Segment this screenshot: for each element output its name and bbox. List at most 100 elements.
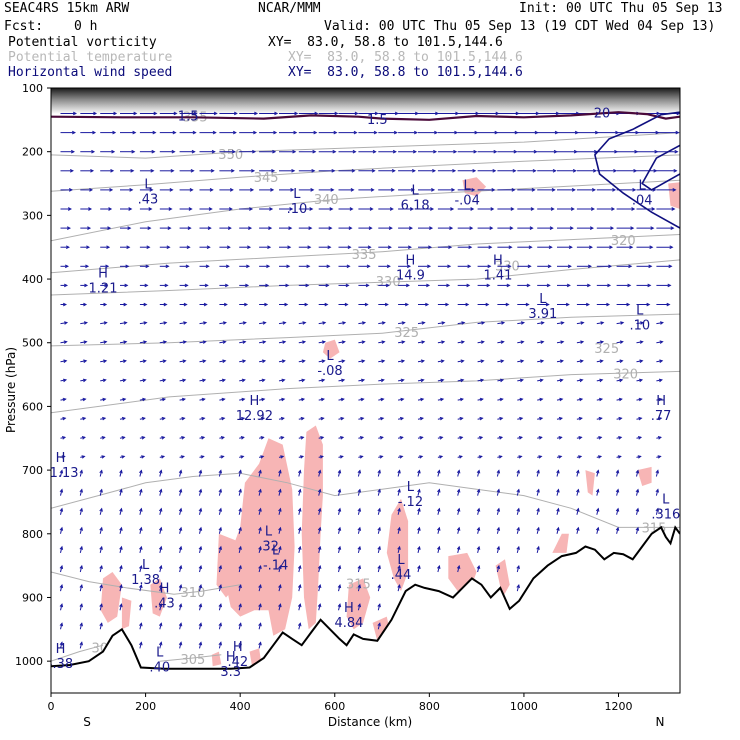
field-pv-xy: XY= 83.0, 58.8 to 101.5,144.6	[268, 35, 503, 50]
theta-contour-line	[51, 259, 680, 296]
wind-vector-head	[570, 207, 575, 211]
wind-vector-head	[133, 111, 138, 116]
wind-vector-head	[139, 603, 143, 608]
wind-vector-head	[69, 168, 74, 173]
high-low-markers: L.43 L.10L6.18L-.04L.04H1.21H14.9H1.41L3.…	[51, 177, 680, 680]
wind-vector-head	[317, 603, 322, 608]
wind-vector-head	[419, 455, 424, 459]
wind-vector-head	[648, 264, 653, 269]
wind-vector-head	[618, 397, 623, 402]
wind-vector-head	[300, 436, 305, 440]
wind-vector-head	[573, 149, 578, 154]
wind-vector-head	[553, 149, 558, 154]
wind-vector-head	[314, 111, 319, 116]
wind-vector-head	[456, 488, 461, 493]
y-tick-label: 600	[22, 400, 43, 413]
wind-vector-head	[421, 321, 426, 325]
wind-vector-head	[397, 584, 401, 589]
wind-vector-head	[307, 245, 312, 250]
wind-vector-head	[392, 149, 397, 154]
wind-vector-head	[271, 168, 276, 173]
wind-vector-head	[202, 378, 207, 383]
wind-vector-head	[186, 245, 191, 250]
wind-vector-head	[308, 226, 313, 230]
wind-vector-head	[540, 321, 545, 325]
wind-vector-head	[81, 436, 86, 440]
wind-vector-head	[278, 507, 282, 512]
wind-vector-head	[448, 245, 453, 250]
wind-vector-head	[93, 111, 98, 116]
wind-vector-head	[139, 622, 143, 627]
wind-vector-head	[297, 526, 302, 531]
wind-vector-head	[450, 207, 455, 211]
wind-vector-head	[441, 340, 446, 344]
wind-vector-head	[667, 283, 672, 288]
wind-vector-head	[169, 188, 174, 192]
wind-vector-head	[139, 469, 143, 474]
wind-vector-head	[638, 397, 643, 402]
wind-vector-head	[258, 603, 262, 608]
wind-vector-head	[141, 416, 146, 421]
wind-vector-head	[360, 397, 365, 402]
isotach-line	[641, 144, 680, 191]
theta-contour-label: 330	[495, 259, 520, 274]
wind-vector-head	[139, 526, 143, 531]
wind-vector-head	[311, 168, 316, 173]
wind-vector-head	[278, 545, 282, 550]
wind-vector-head	[628, 264, 633, 269]
wind-vector-head	[354, 111, 359, 116]
wind-vector-head	[238, 584, 242, 589]
wind-vector-head	[446, 283, 451, 288]
wind-vector-head	[357, 469, 362, 474]
wind-vector-head	[218, 564, 222, 570]
wind-vector-head	[241, 378, 246, 383]
wind-vector-head	[132, 130, 137, 135]
pv-shade-region	[346, 578, 371, 630]
forecast-label: Fcst:	[4, 19, 44, 34]
wind-vector-head	[301, 397, 306, 402]
wind-vector-head	[538, 436, 543, 440]
wind-vector-head	[297, 622, 302, 627]
wind-vector-head	[222, 359, 227, 364]
theta-contour-label: 350	[218, 148, 243, 163]
wind-vector-head	[599, 340, 605, 344]
wind-vector-head	[162, 340, 168, 344]
x-tick-label: 600	[324, 700, 345, 713]
wind-vector-head	[496, 526, 501, 531]
wind-vector-head	[476, 526, 481, 531]
wind-vector-head	[536, 526, 540, 531]
wind-vector-head	[198, 469, 203, 474]
wind-vector-head	[322, 321, 327, 325]
wind-vector-head	[619, 359, 624, 364]
wind-vector-head	[516, 545, 520, 550]
pv-extremum-value: .43	[138, 192, 159, 207]
wind-vector-head	[330, 188, 335, 192]
wind-vector-head	[182, 359, 187, 364]
wind-vector-head	[258, 622, 262, 627]
pv-extremum-letter: L	[265, 524, 273, 539]
wind-vector-head	[381, 321, 386, 325]
wind-vector-head	[251, 168, 256, 173]
pv-shade-region	[226, 438, 295, 636]
wind-vector-head	[377, 603, 381, 608]
wind-vector-head	[456, 564, 461, 570]
wind-vector-head	[337, 603, 342, 608]
wind-vector-head	[481, 321, 486, 325]
wind-vector-head	[238, 507, 242, 512]
model-name: SEAC4RS 15km ARW	[4, 1, 130, 16]
wind-vector-head	[337, 526, 342, 531]
wind-vector-head	[640, 321, 645, 325]
wind-vector-head	[620, 321, 625, 325]
wind-vector-head	[357, 564, 362, 570]
wind-vector-head	[635, 469, 640, 474]
isotach-line	[594, 111, 680, 229]
pv-extremum-value: .40	[149, 660, 170, 675]
wind-vector-head	[258, 507, 262, 512]
wind-vector-head	[437, 469, 441, 474]
wind-vector-head	[208, 207, 213, 211]
wind-vector-head	[404, 302, 410, 307]
wind-vector-head	[281, 359, 286, 364]
wind-vector-head	[82, 397, 87, 402]
theta-contour-line	[159, 654, 222, 662]
wind-vector-head	[99, 469, 103, 474]
